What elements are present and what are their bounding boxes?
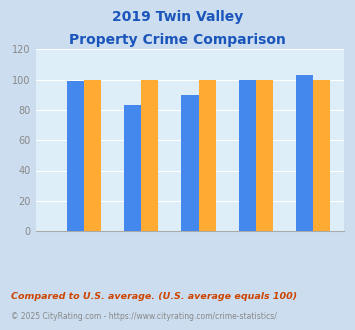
- Bar: [141, 80, 158, 231]
- Bar: [181, 95, 198, 231]
- Bar: [313, 80, 330, 231]
- Bar: [124, 106, 141, 231]
- Bar: [296, 75, 313, 231]
- Bar: [256, 80, 273, 231]
- Bar: [84, 80, 101, 231]
- Text: © 2025 CityRating.com - https://www.cityrating.com/crime-statistics/: © 2025 CityRating.com - https://www.city…: [11, 312, 277, 321]
- Bar: [67, 81, 84, 231]
- Text: Property Crime Comparison: Property Crime Comparison: [69, 33, 286, 47]
- Bar: [239, 80, 256, 231]
- Bar: [198, 80, 216, 231]
- Text: 2019 Twin Valley: 2019 Twin Valley: [112, 10, 243, 24]
- Text: Compared to U.S. average. (U.S. average equals 100): Compared to U.S. average. (U.S. average …: [11, 292, 297, 301]
